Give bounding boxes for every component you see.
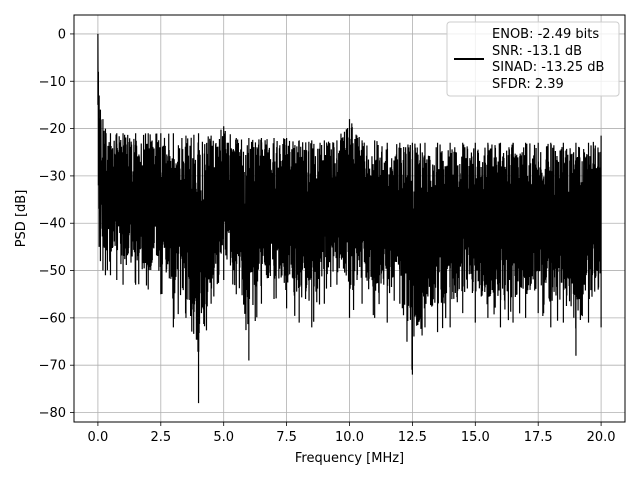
y-tick-label: −60 — [39, 311, 66, 326]
x-tick-label: 5.0 — [213, 430, 234, 445]
y-axis-label: PSD [dB] — [14, 190, 29, 248]
legend-sinad: SINAD: -13.25 dB — [492, 60, 604, 75]
legend-box — [446, 21, 620, 97]
y-tick-label: −80 — [39, 406, 66, 421]
x-tick-label: 20.0 — [587, 430, 616, 445]
x-axis-label: Frequency [MHz] — [295, 451, 404, 466]
y-tick-label: 0 — [58, 27, 66, 42]
y-tick-label: −20 — [39, 122, 66, 137]
x-tick-label: 17.5 — [524, 430, 553, 445]
legend-enob: ENOB: -2.49 bits — [492, 27, 599, 42]
y-tick-label: −30 — [39, 169, 66, 184]
y-tick-label: −40 — [39, 217, 66, 232]
x-tick-label: 2.5 — [150, 430, 171, 445]
legend-snr: SNR: -13.1 dB — [492, 44, 582, 59]
axis-ticks: 0.0 2.5 5.0 7.5 10.0 12.5 15.0 17.5 20.0 0 −10 −20 −… — [39, 27, 616, 445]
x-tick-label: 0.0 — [88, 430, 109, 445]
legend: ENOB: -2.49 bits SNR: -13.1 dB SINAD: -1… — [446, 21, 620, 97]
x-tick-label: 10.0 — [335, 430, 364, 445]
y-tick-label: −10 — [39, 75, 66, 90]
psd-trace — [97, 33, 602, 404]
x-tick-label: 7.5 — [276, 430, 297, 445]
y-tick-label: −50 — [39, 264, 66, 279]
x-tick-label: 12.5 — [398, 430, 427, 445]
psd-line — [97, 33, 602, 404]
x-tick-label: 15.0 — [461, 430, 490, 445]
y-tick-label: −70 — [39, 359, 66, 374]
legend-sfdr: SFDR: 2.39 — [492, 77, 564, 92]
